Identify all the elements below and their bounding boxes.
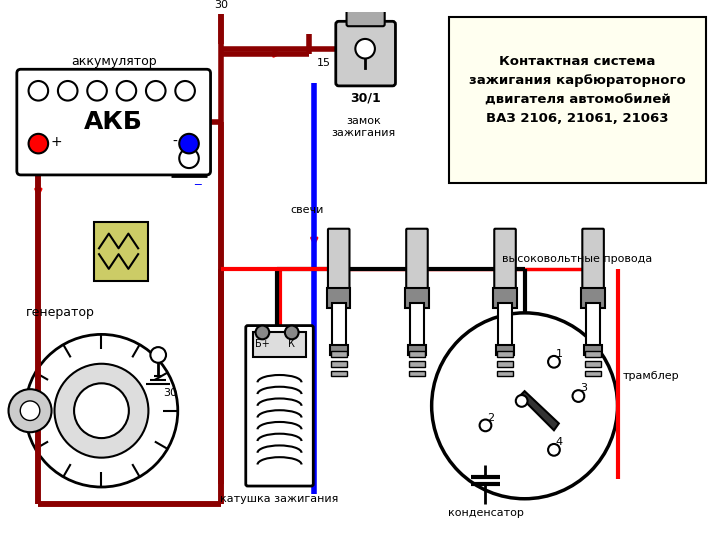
Bar xyxy=(497,370,513,376)
Bar xyxy=(498,303,512,347)
Text: К: К xyxy=(289,339,295,349)
Text: 30: 30 xyxy=(163,388,177,398)
Circle shape xyxy=(516,395,528,407)
FancyBboxPatch shape xyxy=(494,229,516,289)
Bar xyxy=(585,370,601,376)
Bar xyxy=(409,361,425,367)
Text: ─: ─ xyxy=(194,179,200,189)
Text: катушка зажигания: катушка зажигания xyxy=(220,494,339,504)
Bar xyxy=(584,345,602,355)
Circle shape xyxy=(175,81,195,101)
Bar xyxy=(331,361,347,367)
Bar xyxy=(497,351,513,357)
FancyBboxPatch shape xyxy=(17,69,210,175)
Bar xyxy=(94,222,148,280)
Circle shape xyxy=(29,134,48,154)
Circle shape xyxy=(116,81,136,101)
Circle shape xyxy=(58,81,78,101)
Bar xyxy=(331,351,347,357)
Bar xyxy=(497,361,513,367)
Bar xyxy=(408,345,426,355)
Polygon shape xyxy=(520,391,559,430)
Circle shape xyxy=(548,444,560,456)
Bar xyxy=(586,303,600,347)
Circle shape xyxy=(29,81,48,101)
Text: 30/1: 30/1 xyxy=(350,91,381,104)
Bar xyxy=(585,351,601,357)
Text: аккумулятор: аккумулятор xyxy=(71,55,157,68)
Circle shape xyxy=(55,364,149,458)
Text: 1: 1 xyxy=(555,349,562,359)
Bar xyxy=(327,288,350,308)
Circle shape xyxy=(180,149,199,168)
Bar xyxy=(493,288,517,308)
Text: 15: 15 xyxy=(317,59,331,68)
Text: 30: 30 xyxy=(214,0,228,10)
FancyBboxPatch shape xyxy=(246,326,313,486)
Bar xyxy=(331,370,347,376)
Bar xyxy=(330,345,348,355)
FancyBboxPatch shape xyxy=(449,18,706,183)
Circle shape xyxy=(146,81,166,101)
Text: конденсатор: конденсатор xyxy=(447,508,523,519)
Circle shape xyxy=(88,81,107,101)
FancyBboxPatch shape xyxy=(347,3,385,26)
Bar xyxy=(405,288,429,308)
Circle shape xyxy=(180,134,199,154)
Bar xyxy=(410,303,424,347)
Text: Б+: Б+ xyxy=(255,339,270,349)
Bar xyxy=(582,288,605,308)
Text: трамблер: трамблер xyxy=(623,372,679,382)
Text: свечи: свечи xyxy=(291,205,324,215)
Text: +: + xyxy=(50,135,62,149)
Circle shape xyxy=(480,419,491,431)
Bar xyxy=(585,361,601,367)
FancyBboxPatch shape xyxy=(582,229,604,289)
Bar xyxy=(253,333,307,357)
Circle shape xyxy=(355,39,375,59)
Circle shape xyxy=(572,390,584,402)
FancyBboxPatch shape xyxy=(406,229,428,289)
Bar xyxy=(332,303,345,347)
Circle shape xyxy=(74,383,129,438)
Text: генератор: генератор xyxy=(26,306,95,319)
Text: 2: 2 xyxy=(487,413,494,423)
Text: 4: 4 xyxy=(555,437,562,447)
Circle shape xyxy=(9,389,52,432)
Text: высоковольтные провода: высоковольтные провода xyxy=(502,254,652,264)
Text: Контактная система
зажигания карбюраторного
двигателя автомобилей
ВАЗ 2106, 2106: Контактная система зажигания карбюраторн… xyxy=(469,55,686,125)
Text: ─: ─ xyxy=(150,349,157,359)
Circle shape xyxy=(432,313,617,499)
Text: АКБ: АКБ xyxy=(84,110,143,134)
Circle shape xyxy=(150,347,166,363)
Bar xyxy=(409,351,425,357)
Circle shape xyxy=(285,326,299,340)
Circle shape xyxy=(20,401,39,421)
Circle shape xyxy=(25,334,178,487)
FancyBboxPatch shape xyxy=(336,21,396,86)
Bar xyxy=(496,345,514,355)
Bar xyxy=(409,370,425,376)
FancyBboxPatch shape xyxy=(328,229,350,289)
Text: -: - xyxy=(172,135,177,149)
Text: 3: 3 xyxy=(580,383,587,393)
Circle shape xyxy=(548,356,560,368)
Circle shape xyxy=(256,326,269,340)
Text: замок
зажигания: замок зажигания xyxy=(331,116,396,138)
